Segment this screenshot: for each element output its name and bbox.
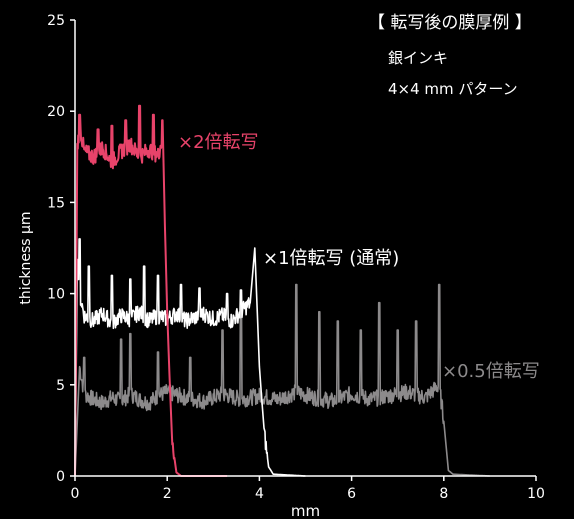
y-axis-label: thickness μm [18, 211, 34, 304]
annotation-pattern: 4×4 mm パターン [388, 80, 518, 98]
x-tick-label: 2 [163, 486, 172, 502]
x-tick-label: 10 [527, 486, 545, 502]
x-tick-label: 4 [255, 486, 264, 502]
series-line-1 [74, 238, 306, 477]
annotation-title: 【 転写後の膜厚例 】 [368, 13, 532, 33]
series-label-0: ×0.5倍転写 [442, 361, 540, 382]
y-tick-label: 20 [47, 104, 65, 120]
x-axis-label: mm [291, 502, 320, 519]
series-line-0 [74, 283, 491, 477]
series-layer [74, 104, 491, 477]
series-labels: ×0.5倍転写 ×1倍転写 (通常) ×2倍転写 [178, 132, 540, 382]
series-label-2: ×2倍転写 [178, 132, 259, 153]
axes-layer [74, 20, 536, 477]
y-tick-label: 0 [56, 469, 65, 485]
ticks-layer: 0 2 4 6 8 10 0 5 10 15 20 25 [47, 13, 545, 502]
x-tick-label: 6 [347, 486, 356, 502]
annotation-ink: 銀インキ [388, 49, 449, 67]
x-tick-label: 8 [439, 486, 448, 502]
series-line-2 [74, 104, 228, 477]
y-tick-label: 5 [56, 378, 65, 394]
y-tick-label: 10 [47, 287, 65, 303]
y-tick-label: 15 [47, 195, 65, 211]
series-label-1: ×1倍転写 (通常) [263, 248, 399, 269]
y-tick-label: 25 [47, 13, 65, 29]
x-tick-label: 0 [71, 486, 80, 502]
